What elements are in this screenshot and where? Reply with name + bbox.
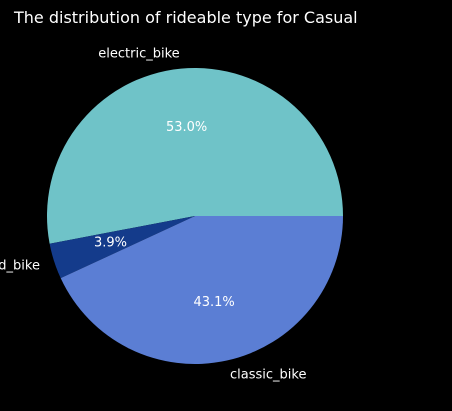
chart-title: The distribution of rideable type for Ca…: [13, 8, 358, 27]
pie-slice-docked-bike: [49, 216, 196, 279]
slice-label-docked-bike: docked_bike: [0, 258, 40, 273]
pie-slices: [46, 68, 343, 365]
slice-label-electric-bike: electric_bike: [98, 46, 179, 61]
pie-labels: electric_bike 53.0% docked_bike 3.9% classic…: [0, 46, 306, 382]
pie-slice-classic-bike: [60, 216, 343, 365]
pie-slice-electric-bike: [46, 68, 343, 244]
slice-percent-classic-bike: 43.1%: [193, 295, 234, 310]
slice-label-classic-bike: classic_bike: [230, 368, 306, 383]
slice-percent-docked-bike: 3.9%: [94, 236, 127, 251]
slice-percent-electric-bike: 53.0%: [166, 120, 207, 135]
